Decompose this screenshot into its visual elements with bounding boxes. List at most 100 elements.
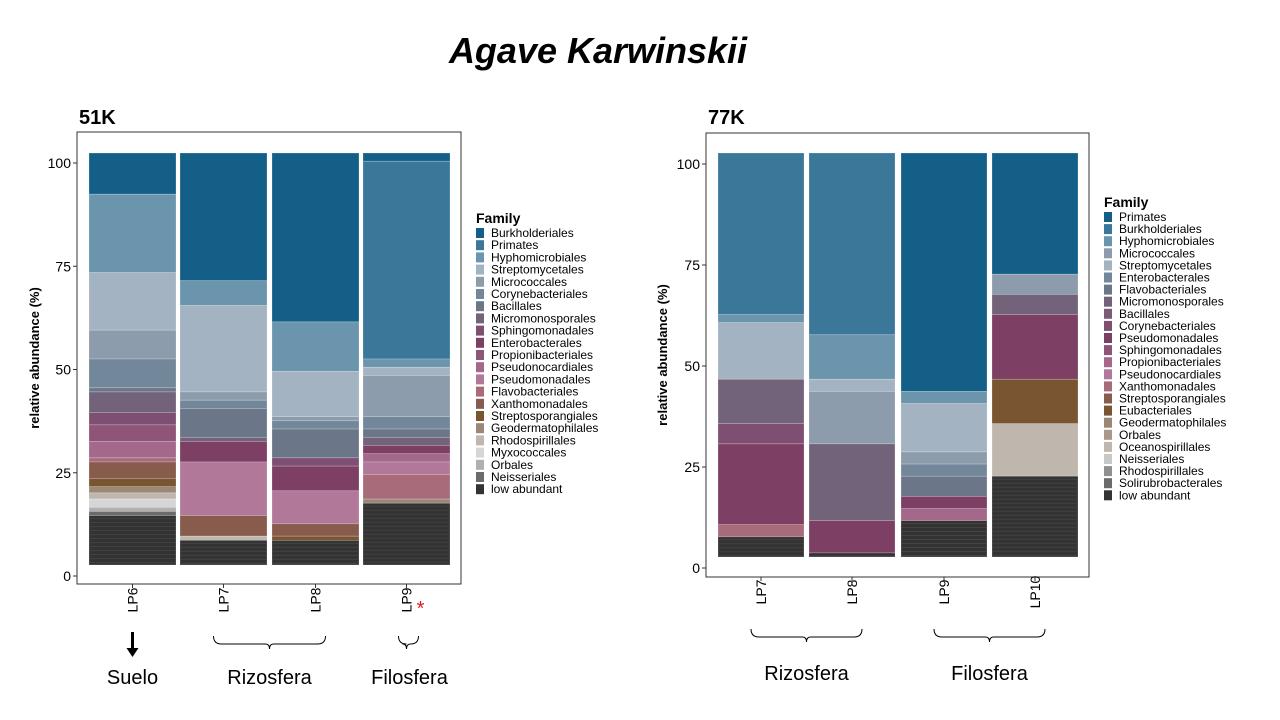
legend-swatch	[1104, 308, 1112, 319]
legend-label: Myxococcales	[491, 446, 566, 460]
bar-segment	[900, 508, 988, 521]
bar-segment	[808, 443, 896, 521]
bar-segment	[900, 403, 988, 453]
bar-segment	[271, 371, 360, 417]
y-axis-label: relative abundance (%)	[27, 287, 42, 429]
y-tick-label: 75	[684, 257, 700, 273]
y-tick-label: 0	[63, 568, 71, 584]
x-tick-label: LP8	[844, 579, 860, 604]
bar-segment	[362, 474, 451, 500]
bar-segment	[179, 539, 268, 566]
legend-label: Burkholderiales	[491, 226, 574, 240]
bar-segment	[88, 515, 177, 566]
main-title: Agave Karwinskii	[448, 30, 748, 71]
legend-swatch	[476, 325, 484, 336]
legend-swatch	[1104, 357, 1112, 368]
legend-label: Corynebacteriales	[1119, 319, 1216, 333]
legend-swatch	[1104, 224, 1112, 235]
legend-label: Orbales	[1119, 428, 1161, 442]
panel-title: 77K	[708, 107, 745, 129]
legend-swatch	[476, 484, 484, 495]
bar-segment	[271, 428, 360, 459]
bar-segment	[88, 358, 177, 389]
legend-label: Geodermatophilales	[491, 421, 598, 435]
bar-segment	[900, 475, 988, 497]
bar-segment	[88, 272, 177, 331]
y-tick-label: 75	[55, 258, 71, 274]
legend-label: Pseudomonadales	[491, 372, 590, 386]
group-brace	[750, 628, 863, 643]
legend-label: Propionibacteriales	[1119, 355, 1221, 369]
legend-label: Hyphomicrobiales	[491, 250, 586, 264]
bar-segment	[900, 451, 988, 465]
y-tick-label: 100	[48, 155, 72, 171]
legend-label: Pseudomonadales	[1119, 331, 1218, 345]
bar-segment	[271, 420, 360, 430]
group-label: Suelo	[107, 667, 158, 689]
y-tick-label: 50	[684, 358, 700, 374]
legend-swatch	[476, 228, 484, 238]
legend-label: Solirubrobacterales	[1119, 476, 1222, 490]
legend-title: Family	[476, 210, 521, 226]
legend-swatch	[476, 240, 484, 251]
legend-swatch	[1104, 478, 1112, 489]
y-tick-label: 25	[55, 465, 71, 481]
bar-segment	[179, 280, 268, 306]
legend-swatch	[1104, 272, 1112, 283]
bar-segment	[808, 391, 896, 445]
bar-segment	[717, 322, 805, 380]
legend-swatch	[476, 398, 484, 409]
bar-segment	[271, 152, 360, 323]
x-tick-label: LP9	[936, 579, 952, 604]
y-axis-label: relative abundance (%)	[655, 284, 670, 426]
bar-segment	[88, 193, 177, 273]
significance-marker: *	[417, 598, 425, 620]
legend-swatch	[476, 386, 484, 397]
legend-label: Hyphomicrobiales	[1119, 234, 1214, 248]
y-tick-label: 100	[677, 156, 701, 172]
bar-segment	[900, 391, 988, 404]
legend-swatch	[476, 313, 484, 324]
bar-segment	[717, 378, 805, 424]
legend-label: Eubacteriales	[1119, 404, 1192, 418]
legend-swatch	[476, 362, 484, 373]
bar-segment	[991, 378, 1079, 424]
x-tick-label: LP10	[1027, 575, 1043, 608]
legend-label: Sphingomonadales	[491, 324, 594, 338]
legend-swatch	[1104, 369, 1112, 380]
y-tick-label: 25	[684, 459, 700, 475]
chart-51k: 51K 0 25 50 75 100 relative abundance (%) LP6 LP…	[27, 107, 598, 689]
bar-segment	[179, 408, 268, 438]
legend-label: Neisseriales	[1119, 452, 1184, 466]
legend-label: Propionibacteriales	[491, 348, 593, 362]
bar-segment	[271, 321, 360, 372]
bar-segment	[900, 496, 988, 509]
bar-segment	[88, 152, 177, 195]
bar-segment	[88, 498, 177, 508]
bar-segment	[900, 152, 988, 392]
bar-segment	[271, 490, 360, 525]
bar-segment	[808, 520, 896, 554]
legend-swatch	[476, 276, 484, 287]
x-tick-label: LP7	[753, 579, 769, 604]
y-tick-label: 50	[55, 362, 71, 378]
legend-label: Enterobacterales	[491, 336, 582, 350]
bar-segment	[362, 366, 451, 376]
legend-label: Primates	[1119, 210, 1166, 224]
legend-label: Pseudonocardiales	[1119, 367, 1221, 381]
group-label: Rizosfera	[227, 667, 312, 689]
bar-segment	[362, 498, 451, 504]
legend-swatch	[1104, 454, 1112, 464]
legend-label: Orbales	[491, 458, 533, 472]
bar-segment	[717, 423, 805, 445]
legend-label: Micromonosporales	[1119, 295, 1224, 309]
group-brace	[398, 635, 419, 650]
bar-segment	[179, 152, 268, 282]
bar-segment	[808, 334, 896, 380]
legend-label: Corynebacteriales	[491, 287, 588, 301]
x-tick-label: LP6	[125, 587, 141, 612]
legend-swatch	[1104, 441, 1112, 452]
y-tick-label: 0	[692, 560, 700, 576]
legend-swatch	[1104, 417, 1112, 428]
panel-title: 51K	[79, 107, 116, 129]
